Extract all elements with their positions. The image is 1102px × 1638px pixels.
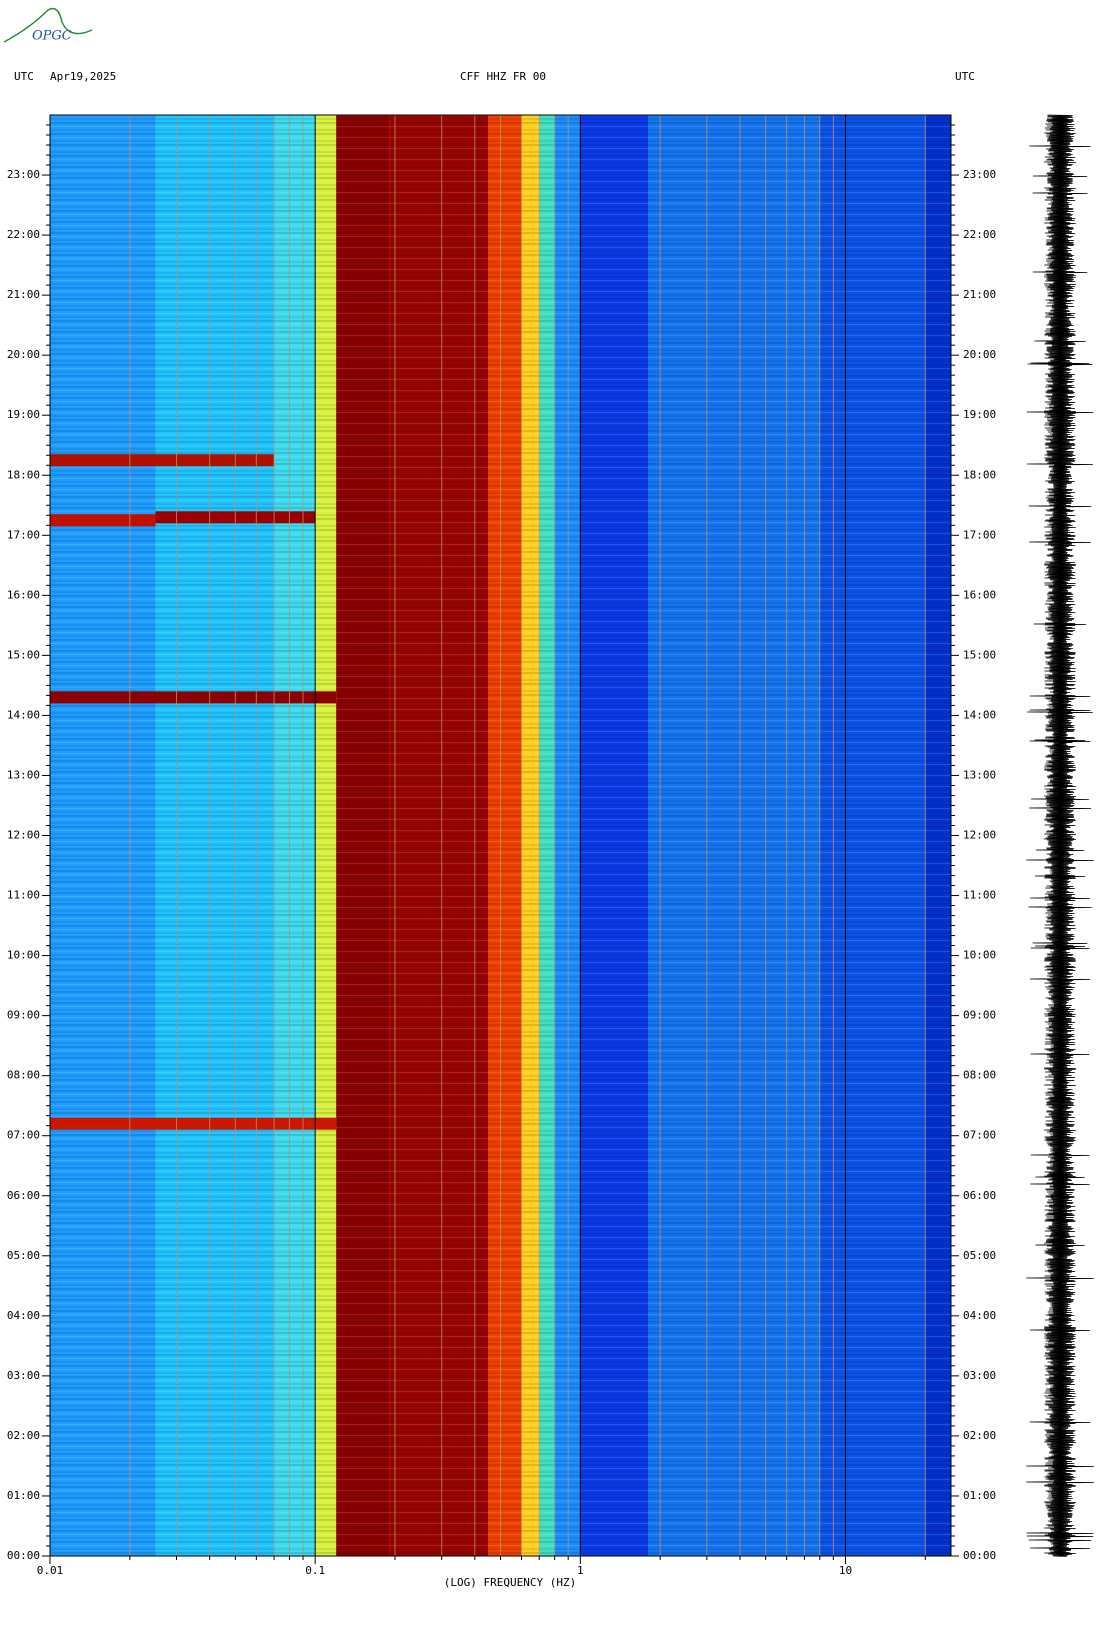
y-tick-label-right: 05:00 — [963, 1249, 996, 1262]
y-tick-label-right: 21:00 — [963, 288, 996, 301]
y-tick-label-left: 08:00 — [7, 1069, 40, 1082]
y-tick-label-left: 05:00 — [7, 1249, 40, 1262]
event-stripe — [50, 1117, 337, 1130]
y-tick-label-left: 20:00 — [7, 348, 40, 361]
chart-title: CFF HHZ FR 00 — [460, 70, 546, 83]
y-tick-label-left: 11:00 — [7, 889, 40, 902]
y-tick-label-right: 18:00 — [963, 468, 996, 481]
y-tick-label-left: 12:00 — [7, 829, 40, 842]
y-tick-label-left: 15:00 — [7, 648, 40, 661]
event-stripe — [50, 514, 156, 527]
y-tick-label-right: 00:00 — [963, 1549, 996, 1562]
y-tick-label-right: 10:00 — [963, 949, 996, 962]
x-tick-label: 10 — [839, 1564, 852, 1577]
y-tick-label-left: 14:00 — [7, 708, 40, 721]
y-tick-label-left: 17:00 — [7, 528, 40, 541]
y-tick-label-right: 22:00 — [963, 228, 996, 241]
x-tick-label: 0.01 — [37, 1564, 64, 1577]
plot-frame — [49, 114, 952, 1557]
y-label-left: UTC — [14, 70, 34, 83]
logo-text: OPGC — [32, 29, 72, 44]
y-tick-label-left: 09:00 — [7, 1009, 40, 1022]
y-tick-label-right: 14:00 — [963, 708, 996, 721]
y-tick-label-left: 10:00 — [7, 949, 40, 962]
y-tick-label-left: 21:00 — [7, 288, 40, 301]
y-label-right: UTC — [955, 70, 975, 83]
y-tick-label-right: 06:00 — [963, 1189, 996, 1202]
y-tick-label-right: 09:00 — [963, 1009, 996, 1022]
y-tick-label-left: 04:00 — [7, 1309, 40, 1322]
y-tick-label-left: 16:00 — [7, 588, 40, 601]
y-tick-label-right: 11:00 — [963, 889, 996, 902]
y-tick-label-right: 13:00 — [963, 768, 996, 781]
y-tick-label-left: 18:00 — [7, 468, 40, 481]
y-tick-label-right: 12:00 — [963, 829, 996, 842]
y-tick-label-right: 08:00 — [963, 1069, 996, 1082]
y-tick-label-left: 06:00 — [7, 1189, 40, 1202]
y-tick-label-left: 01:00 — [7, 1489, 40, 1502]
logo-swoosh — [3, 7, 93, 43]
y-tick-label-right: 03:00 — [963, 1369, 996, 1382]
y-tick-label-right: 19:00 — [963, 408, 996, 421]
y-tick-label-right: 07:00 — [963, 1129, 996, 1142]
y-tick-label-left: 02:00 — [7, 1429, 40, 1442]
y-tick-label-right: 01:00 — [963, 1489, 996, 1502]
y-tick-label-right: 02:00 — [963, 1429, 996, 1442]
logo: OPGC — [3, 7, 93, 44]
y-tick-label-right: 04:00 — [963, 1309, 996, 1322]
y-tick-label-right: 17:00 — [963, 528, 996, 541]
y-tick-label-left: 00:00 — [7, 1549, 40, 1562]
y-tick-label-left: 19:00 — [7, 408, 40, 421]
y-tick-label-left: 07:00 — [7, 1129, 40, 1142]
seismogram-trace — [1026, 114, 1094, 1557]
y-tick-label-left: 22:00 — [7, 228, 40, 241]
date: Apr19,2025 — [50, 70, 116, 83]
y-tick-label-right: 23:00 — [963, 168, 996, 181]
y-tick-label-right: 20:00 — [963, 348, 996, 361]
x-tick-label: 1 — [577, 1564, 584, 1577]
event-stripe — [50, 454, 275, 467]
event-stripe — [50, 691, 337, 704]
y-tick-label-left: 23:00 — [7, 168, 40, 181]
y-tick-label-right: 15:00 — [963, 648, 996, 661]
x-tick-label: 0.1 — [305, 1564, 325, 1577]
x-axis-label: (LOG) FREQUENCY (HZ) — [444, 1576, 576, 1589]
y-tick-label-left: 13:00 — [7, 768, 40, 781]
y-tick-label-left: 03:00 — [7, 1369, 40, 1382]
y-tick-label-right: 16:00 — [963, 588, 996, 601]
